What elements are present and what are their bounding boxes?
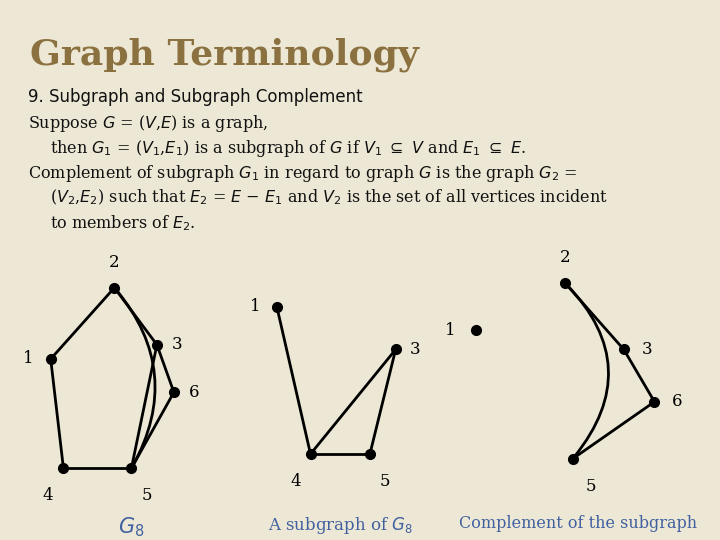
Text: Graph Terminology: Graph Terminology [30, 38, 419, 72]
Text: 5: 5 [380, 473, 390, 490]
Text: to members of $E_2$.: to members of $E_2$. [50, 213, 196, 233]
Text: 5: 5 [142, 487, 153, 504]
Text: 1: 1 [23, 350, 34, 368]
Text: 1: 1 [444, 322, 455, 339]
Text: ($V_2$,$E_2$) such that $E_2$ = $E$ $-$ $E_1$ and $V_2$ is the set of all vertic: ($V_2$,$E_2$) such that $E_2$ = $E$ $-$ … [50, 188, 608, 207]
Text: 5: 5 [585, 478, 596, 495]
Text: 2: 2 [109, 254, 120, 271]
Text: 6: 6 [189, 384, 199, 401]
Text: 9. Subgraph and Subgraph Complement: 9. Subgraph and Subgraph Complement [28, 88, 363, 106]
Text: 1: 1 [251, 298, 261, 315]
Text: Suppose $G$ = ($V$,$E$) is a graph,: Suppose $G$ = ($V$,$E$) is a graph, [28, 113, 269, 134]
Text: $G_8$: $G_8$ [118, 515, 145, 538]
Text: 4: 4 [290, 473, 301, 490]
Text: 3: 3 [410, 341, 420, 358]
Text: 3: 3 [172, 336, 182, 353]
Text: 6: 6 [672, 393, 683, 410]
Text: Complement of the subgraph: Complement of the subgraph [459, 515, 697, 532]
Text: 4: 4 [42, 487, 53, 504]
Text: then $G_1$ = ($V_1$,$E_1$) is a subgraph of $G$ if $V_1$ $\subseteq$ $V$ and $E_: then $G_1$ = ($V_1$,$E_1$) is a subgraph… [50, 138, 526, 159]
Text: 2: 2 [559, 249, 570, 266]
Text: 3: 3 [642, 341, 652, 358]
Text: A subgraph of $G_8$: A subgraph of $G_8$ [268, 515, 413, 536]
Text: Complement of subgraph $G_1$ in regard to graph $G$ is the graph $G_2$ =: Complement of subgraph $G_1$ in regard t… [28, 163, 577, 184]
